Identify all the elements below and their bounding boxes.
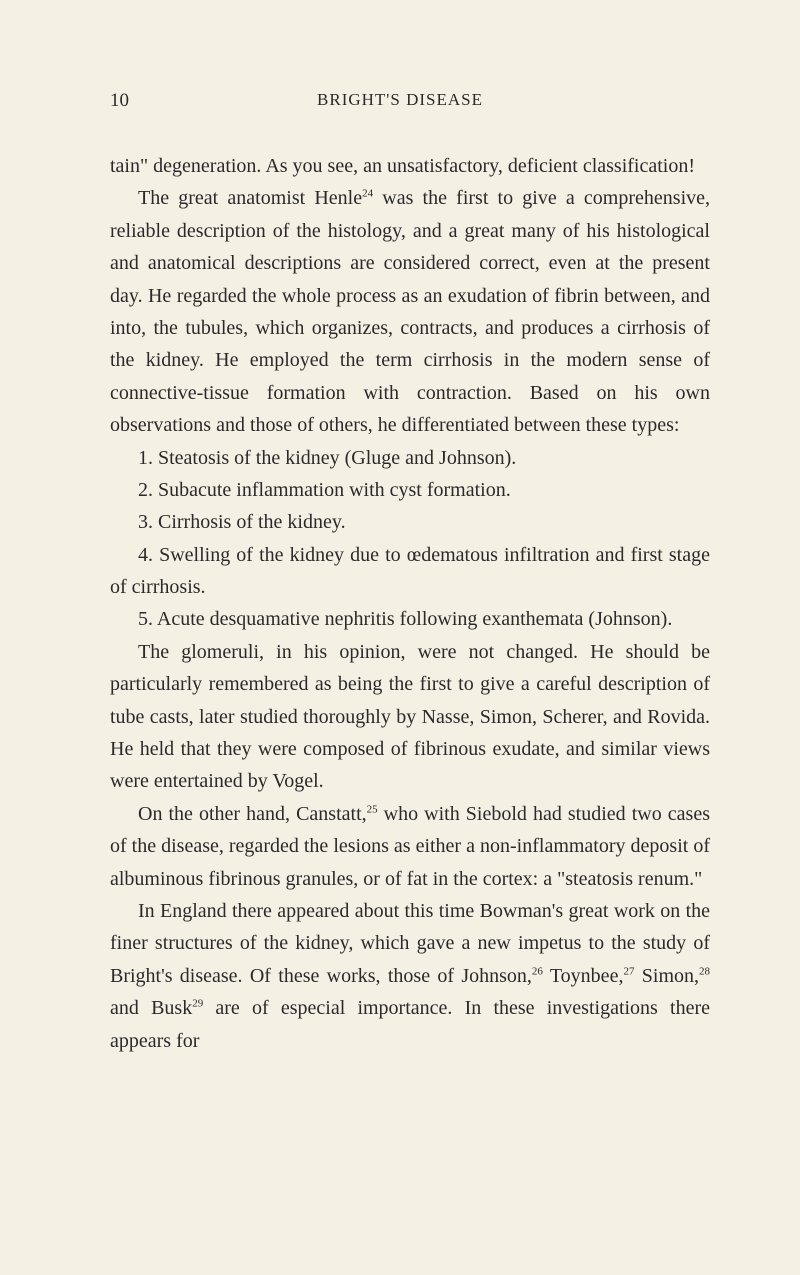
p4-text-a: On the other hand, Canstatt, [138, 803, 367, 825]
paragraph-4: On the other hand, Canstatt,25 who with … [110, 798, 710, 895]
paragraph-2: The great anatomist Henle24 was the firs… [110, 182, 710, 441]
list-item-5: 5. Acute desquamative nephritis followin… [110, 603, 710, 635]
p2-text-a: The great anatomist Henle [138, 187, 362, 209]
list-item-3: 3. Cirrhosis of the kidney. [110, 506, 710, 538]
sup-24: 24 [362, 188, 373, 200]
sup-28: 28 [699, 965, 710, 977]
p5-text-c: Simon, [634, 965, 699, 987]
p5-text-b: Toynbee, [543, 965, 624, 987]
page-number: 10 [110, 90, 129, 112]
list-item-2: 2. Subacute inflammation with cyst forma… [110, 474, 710, 506]
sup-27: 27 [623, 965, 634, 977]
sup-29: 29 [192, 998, 203, 1010]
list-item-1: 1. Steatosis of the kidney (Gluge and Jo… [110, 442, 710, 474]
sup-25: 25 [367, 803, 378, 815]
page-content: tain" degeneration. As you see, an unsat… [110, 150, 710, 1057]
paragraph-5: In England there appeared about this tim… [110, 895, 710, 1057]
paragraph-3: The glomeruli, in his opinion, were not … [110, 636, 710, 798]
p5-text-d: and Busk [110, 997, 192, 1019]
p2-text-b: was the first to give a comprehensive, r… [110, 187, 710, 436]
sup-26: 26 [532, 965, 543, 977]
paragraph-1: tain" degeneration. As you see, an unsat… [110, 150, 710, 182]
page-header: BRIGHT'S DISEASE [317, 90, 483, 110]
list-item-4: 4. Swelling of the kidney due to œdemato… [110, 539, 710, 604]
